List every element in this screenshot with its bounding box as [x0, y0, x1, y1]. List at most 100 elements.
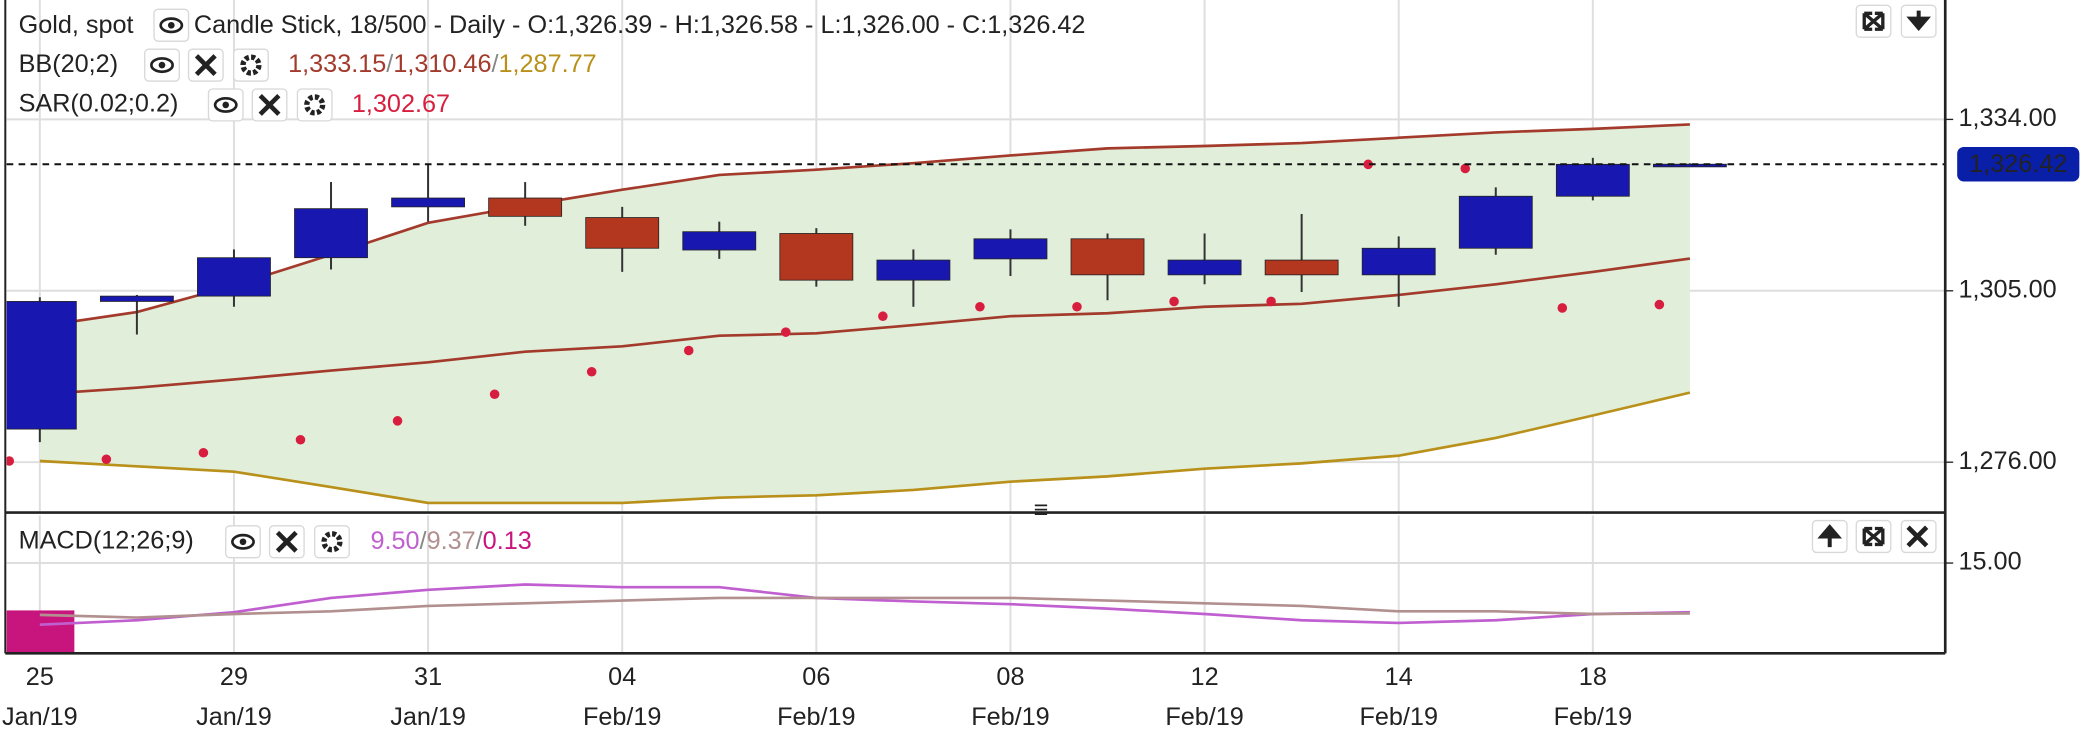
x-tick-label: 18 — [1579, 663, 1607, 691]
separator: / — [386, 50, 393, 78]
y-tick-label: 15.00 — [1959, 548, 2022, 576]
candle-body — [682, 231, 757, 251]
remove-icon[interactable] — [187, 48, 224, 82]
indicator-label: BB(20;2) — [19, 50, 119, 78]
visibility-icon[interactable] — [207, 88, 244, 122]
remove-icon[interactable] — [268, 525, 305, 559]
y-tick-label: 1,276.00 — [1959, 447, 2057, 475]
sar-dot — [6, 456, 15, 466]
visibility-icon[interactable] — [225, 525, 261, 559]
x-tick-month: Feb/19 — [1359, 703, 1438, 731]
sar-dot — [683, 345, 694, 356]
icon-glyph — [222, 101, 230, 109]
icon-glyph — [213, 96, 238, 113]
sar-dot — [1460, 163, 1471, 174]
indicator-value: 1,310.46 — [393, 50, 491, 78]
separator: / — [491, 50, 498, 78]
icon-glyph — [158, 61, 166, 69]
icon-glyph — [239, 538, 247, 546]
x-tick-label: 25 — [26, 663, 54, 691]
candle-body — [1458, 195, 1533, 249]
indicator-value: 0.13 — [483, 526, 532, 554]
x-tick-month: Feb/19 — [583, 703, 662, 731]
sar-dot — [781, 327, 791, 337]
sar-dot — [586, 366, 597, 377]
candle-body — [1652, 163, 1727, 168]
sar-dot — [101, 454, 112, 465]
sar-dot — [878, 311, 888, 321]
x-tick-month: Feb/19 — [971, 703, 1050, 731]
visibility-icon[interactable] — [153, 8, 190, 42]
bb-line — [39, 123, 1690, 328]
indicator-values: 1,302.67 — [352, 90, 450, 118]
candle-body — [294, 208, 368, 259]
settings-icon[interactable] — [233, 48, 269, 82]
icon-glyph — [248, 62, 254, 68]
macd-plot — [6, 515, 1946, 654]
x-tick-month: Feb/19 — [777, 703, 856, 731]
sar-dot — [1557, 303, 1568, 313]
sar-dot — [1266, 296, 1276, 307]
macd-maximize-icon[interactable] — [1855, 519, 1892, 554]
x-tick-label: 31 — [414, 663, 442, 691]
separator: / — [476, 526, 483, 554]
x-tick-label: 29 — [220, 663, 248, 691]
candle-body — [197, 257, 271, 297]
description: Candle Stick, 18/500 - Daily - O:1,326.3… — [194, 11, 1086, 39]
x-tick-month: Feb/19 — [1554, 703, 1633, 731]
icon-glyph — [321, 531, 343, 553]
histogram-bar — [6, 610, 75, 654]
macd-line — [39, 583, 1690, 627]
candle-body — [6, 301, 77, 430]
candle-body — [1264, 259, 1339, 276]
x-tick-month: Jan/19 — [2, 703, 78, 731]
icon-glyph — [275, 530, 298, 553]
sar-dot — [392, 416, 403, 426]
sar-dot — [1072, 301, 1082, 312]
candle-body — [488, 197, 563, 217]
download-icon[interactable] — [1900, 4, 1937, 38]
main-plot — [6, 0, 1946, 512]
last-price-tag — [1957, 146, 2080, 182]
x-tick-label: 12 — [1191, 663, 1219, 691]
bb-line — [39, 257, 1691, 396]
icon-glyph — [304, 94, 326, 116]
x-tick-month: Jan/19 — [196, 703, 272, 731]
candle-body — [1361, 247, 1436, 276]
indicator-values: 9.50/9.37/0.13 — [370, 526, 531, 554]
candle-body — [99, 295, 174, 302]
indicator-value: 9.50 — [370, 526, 419, 554]
sar-dot — [1363, 159, 1373, 170]
indicator-value: 1,302.67 — [352, 90, 450, 118]
candle-body — [391, 197, 465, 208]
y-tick-label: 1,334.00 — [1959, 104, 2057, 132]
sar-dot — [1654, 299, 1665, 310]
x-tick-label: 08 — [996, 663, 1024, 691]
sar-dot — [295, 434, 306, 445]
icon-glyph — [312, 102, 318, 108]
sar-dot — [1169, 296, 1179, 307]
x-tick-label: 06 — [802, 663, 830, 691]
settings-icon[interactable] — [296, 88, 333, 122]
x-tick-label: 04 — [608, 663, 636, 691]
settings-icon[interactable] — [314, 525, 350, 559]
candle-body — [876, 259, 951, 281]
resize-handle[interactable]: ≡ — [1034, 496, 1049, 524]
indicator-value: 1,287.77 — [499, 50, 597, 78]
maximize-icon[interactable] — [1855, 4, 1892, 38]
sar-dot — [975, 301, 985, 312]
candle-body — [1167, 259, 1242, 276]
candle-body — [779, 233, 854, 281]
indicator-values: 1,333.15/1,310.46/1,287.77 — [288, 50, 597, 78]
icon-glyph — [194, 54, 217, 77]
macd-close-icon[interactable] — [1900, 519, 1937, 554]
visibility-icon[interactable] — [144, 48, 180, 82]
x-tick-month: Feb/19 — [1165, 703, 1244, 731]
y-tick-label: 1,305.00 — [1959, 275, 2057, 303]
macd-up-icon[interactable] — [1811, 519, 1848, 554]
icon-glyph — [329, 539, 335, 545]
indicator-label: MACD(12;26;9) — [19, 526, 194, 554]
remove-icon[interactable] — [251, 88, 288, 122]
